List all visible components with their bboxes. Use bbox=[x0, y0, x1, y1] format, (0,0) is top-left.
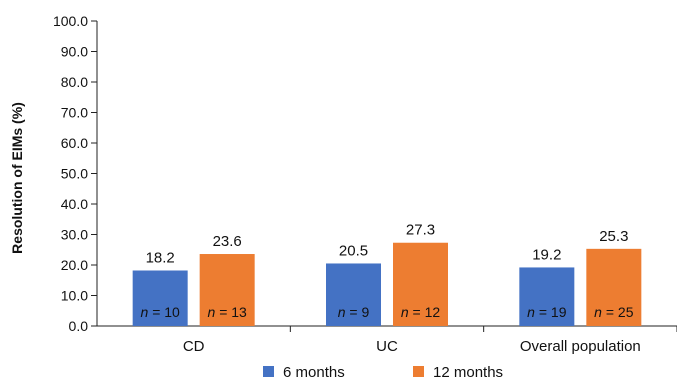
y-tick-label: 100.0 bbox=[53, 13, 88, 29]
n-label: n = 9 bbox=[338, 304, 370, 320]
legend: 6 months 12 months bbox=[263, 364, 503, 381]
data-label: 27.3 bbox=[406, 222, 435, 239]
data-label: 25.3 bbox=[599, 228, 628, 245]
y-tick-label: 10.0 bbox=[61, 288, 88, 304]
n-label: n = 25 bbox=[594, 304, 634, 320]
n-value: = 12 bbox=[413, 304, 441, 320]
n-symbol: n bbox=[208, 304, 220, 320]
data-label: 18.2 bbox=[146, 249, 175, 266]
n-label: n = 10 bbox=[141, 304, 181, 320]
legend-swatch bbox=[413, 366, 424, 377]
n-value: = 10 bbox=[152, 304, 180, 320]
y-tick-label: 30.0 bbox=[61, 227, 88, 243]
n-label: n = 19 bbox=[527, 304, 567, 320]
bar bbox=[132, 270, 188, 326]
n-symbol: n bbox=[401, 304, 413, 320]
y-tick-label: 20.0 bbox=[61, 257, 88, 273]
legend-swatch bbox=[263, 366, 274, 377]
n-symbol: n bbox=[141, 304, 153, 320]
bar bbox=[519, 267, 575, 326]
y-ticks: 0.0 10.0 20.0 30.0 40.0 50.0 60.0 70.0 80.0 90.0 1… bbox=[53, 13, 97, 334]
n-symbol: n bbox=[594, 304, 606, 320]
bar bbox=[586, 248, 642, 326]
x-category-label: UC bbox=[376, 338, 398, 355]
data-label: 23.6 bbox=[213, 233, 242, 250]
bars: 18.2 n = 10 23.6 n = 13 20.5 n = 9 27.3 n = 12 1… bbox=[132, 222, 642, 326]
y-axis-label: Resolution of EIMs (%) bbox=[9, 102, 25, 254]
y-tick-label: 80.0 bbox=[61, 74, 88, 90]
y-tick-label: 50.0 bbox=[61, 166, 88, 182]
data-label: 19.2 bbox=[532, 246, 561, 263]
y-tick-label: 0.0 bbox=[69, 318, 89, 334]
n-label: n = 12 bbox=[401, 304, 441, 320]
n-label: n = 13 bbox=[208, 304, 248, 320]
legend-label: 6 months bbox=[283, 364, 345, 381]
n-value: = 9 bbox=[349, 304, 369, 320]
bar bbox=[199, 254, 255, 326]
x-categories: CD UC Overall population bbox=[183, 326, 677, 355]
n-value: = 13 bbox=[219, 304, 247, 320]
legend-label: 12 months bbox=[433, 364, 503, 381]
data-label: 20.5 bbox=[339, 242, 368, 259]
y-tick-label: 40.0 bbox=[61, 196, 88, 212]
bar bbox=[326, 263, 381, 326]
n-value: = 19 bbox=[539, 304, 567, 320]
n-symbol: n bbox=[338, 304, 350, 320]
y-tick-label: 90.0 bbox=[61, 44, 88, 60]
y-tick-label: 70.0 bbox=[61, 105, 88, 121]
n-value: = 25 bbox=[606, 304, 634, 320]
y-tick-label: 60.0 bbox=[61, 135, 88, 151]
bar bbox=[393, 242, 448, 326]
x-category-label: CD bbox=[183, 338, 205, 355]
n-symbol: n bbox=[527, 304, 539, 320]
x-category-label: Overall population bbox=[520, 338, 641, 355]
